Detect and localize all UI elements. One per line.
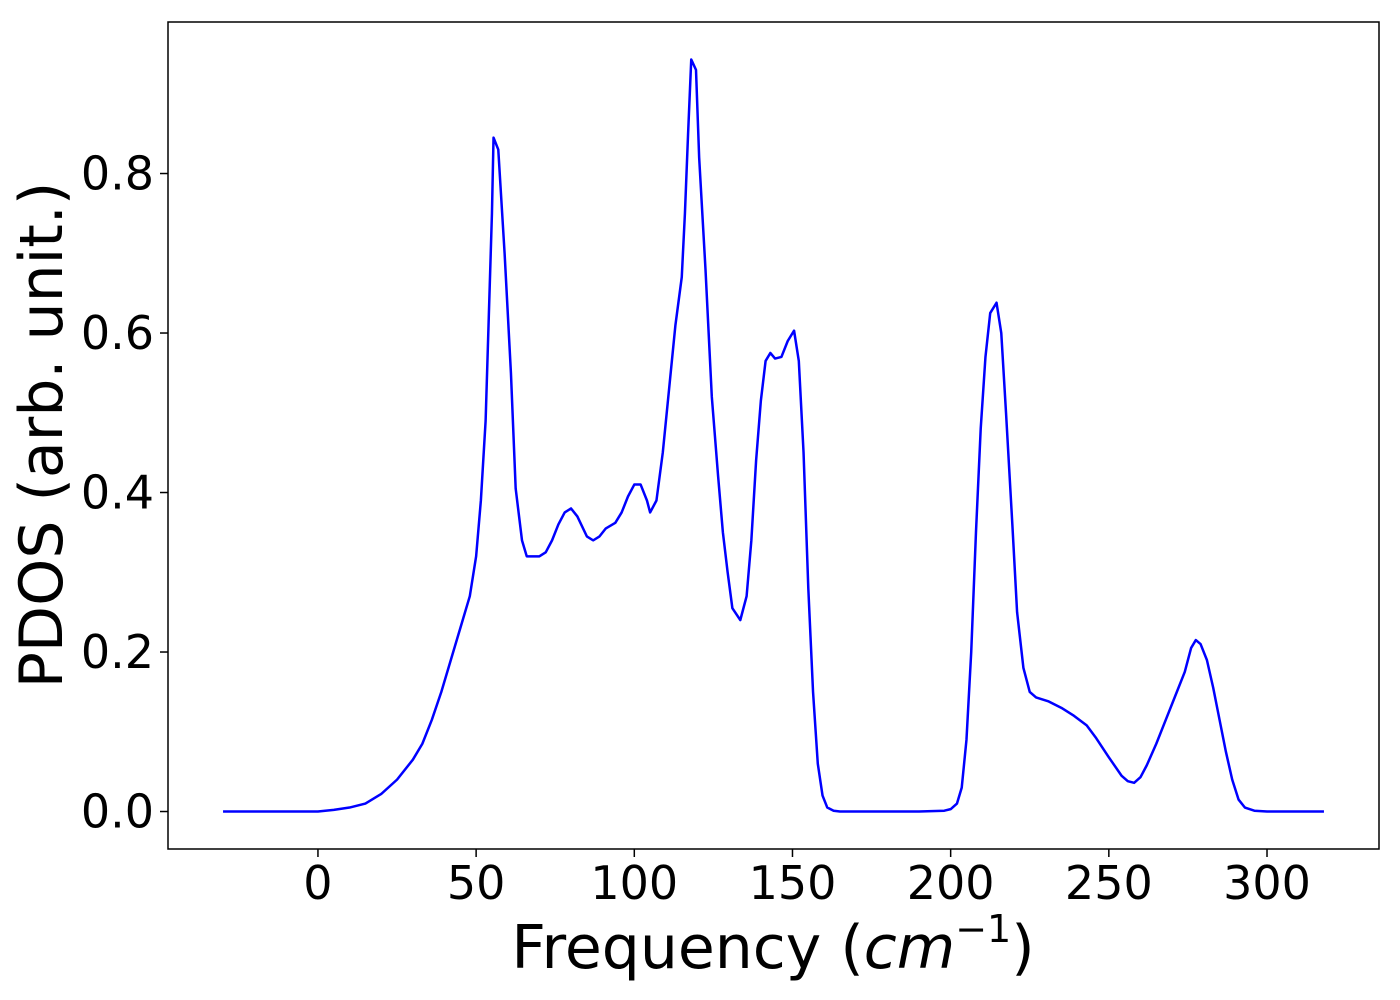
x-axis-label: Frequency (cm−1) (511, 907, 1034, 983)
y-tick-label: 0.8 (81, 147, 154, 201)
y-tick-label: 0.0 (81, 785, 154, 839)
y-axis-label: PDOS (arb. unit.) (7, 182, 77, 689)
x-tick-label: 150 (749, 856, 837, 910)
x-label-text: Frequency ( (511, 913, 863, 983)
x-tick-label: 100 (590, 856, 678, 910)
x-tick-label: 0 (303, 856, 332, 910)
data-line (223, 58, 1324, 813)
plot-frame (167, 21, 1380, 850)
x-tick-label: 250 (1065, 856, 1153, 910)
x-tick-label: 50 (447, 856, 506, 910)
y-tick-label: 0.4 (81, 466, 154, 520)
x-label-unit: cm (864, 913, 955, 983)
x-tick-label: 200 (907, 856, 995, 910)
x-label-exponent: −1 (955, 907, 1011, 951)
x-tick-label: 300 (1223, 856, 1311, 910)
y-tick-label: 0.2 (81, 625, 154, 679)
x-label-close: ) (1011, 913, 1034, 983)
y-tick-label: 0.6 (81, 306, 154, 360)
